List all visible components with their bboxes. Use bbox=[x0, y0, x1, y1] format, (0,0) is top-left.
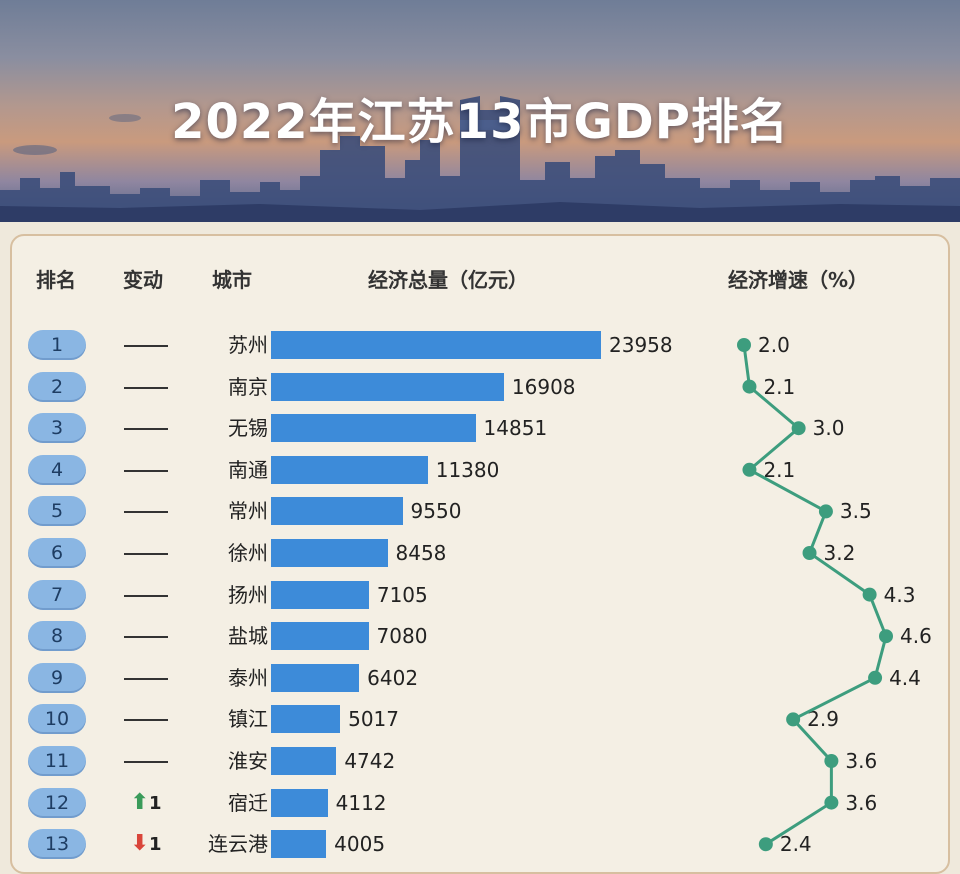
city-label: 宿迁 bbox=[228, 790, 268, 815]
city-label: 徐州 bbox=[228, 541, 268, 565]
growth-value-label: 4.6 bbox=[900, 624, 932, 649]
gdp-bar bbox=[271, 663, 360, 692]
gdp-bar bbox=[271, 830, 327, 859]
no-change-dash bbox=[124, 553, 168, 555]
rank-badge: 2 bbox=[28, 371, 86, 402]
no-change-dash bbox=[124, 469, 168, 472]
rank-badge: 6 bbox=[28, 538, 86, 568]
rank-change: ⬆1 bbox=[118, 788, 174, 818]
gdp-value-label: 4112 bbox=[335, 790, 387, 815]
rank-change: ⬇1 bbox=[118, 829, 174, 859]
gdp-bar bbox=[271, 414, 476, 443]
gdp-bar bbox=[271, 788, 328, 817]
gdp-value-label: 14851 bbox=[483, 416, 548, 441]
gdp-bar bbox=[271, 747, 337, 775]
growth-value-label: 3.6 bbox=[845, 790, 878, 815]
growth-value-label: 3.6 bbox=[845, 749, 878, 773]
skyline-illustration bbox=[0, 96, 960, 222]
rank-badge: 13 bbox=[28, 829, 86, 860]
header-rank: 排名 bbox=[36, 268, 76, 292]
header-gdp: 经济总量（亿元） bbox=[368, 268, 528, 292]
gdp-bar bbox=[271, 497, 403, 526]
growth-value-label: 3.2 bbox=[823, 541, 856, 565]
rank-change-value: 1 bbox=[148, 834, 162, 856]
rank-badge: 10 bbox=[28, 704, 86, 735]
growth-value-label: 2.1 bbox=[763, 374, 796, 399]
gdp-bar bbox=[271, 372, 504, 401]
gdp-value-label: 7080 bbox=[376, 624, 428, 649]
growth-value-label: 2.0 bbox=[758, 333, 790, 357]
no-change-dash bbox=[124, 636, 168, 639]
gdp-value-label: 8458 bbox=[395, 541, 447, 565]
down-arrow-icon: ⬇ bbox=[130, 831, 149, 857]
gdp-bar bbox=[271, 331, 601, 359]
gdp-value-label: 16908 bbox=[511, 374, 576, 399]
city-label: 无锡 bbox=[228, 416, 268, 441]
header-city: 城市 bbox=[212, 268, 252, 292]
gdp-bar bbox=[271, 705, 341, 734]
rank-badge: 3 bbox=[28, 413, 86, 444]
header-change: 变动 bbox=[123, 268, 163, 292]
gdp-value-label: 9550 bbox=[410, 499, 462, 524]
rank-badge: 9 bbox=[28, 662, 86, 693]
rank-badge: 1 bbox=[28, 330, 86, 360]
gdp-bar bbox=[271, 455, 428, 484]
no-change-dash bbox=[124, 719, 168, 722]
city-label: 镇江 bbox=[228, 707, 268, 732]
rank-badge: 5 bbox=[28, 496, 86, 527]
no-change-dash bbox=[124, 345, 168, 347]
city-label: 连云港 bbox=[208, 832, 268, 857]
no-change-dash bbox=[124, 761, 168, 763]
gdp-bar bbox=[271, 539, 388, 567]
no-change-dash bbox=[124, 511, 168, 514]
growth-value-label: 4.3 bbox=[883, 582, 916, 607]
gdp-value-label: 5017 bbox=[348, 707, 399, 732]
city-label: 南通 bbox=[228, 457, 268, 482]
no-change-dash bbox=[124, 386, 168, 389]
city-skyline-banner bbox=[0, 0, 960, 222]
city-label: 常州 bbox=[228, 499, 268, 524]
city-label: 南京 bbox=[228, 374, 268, 399]
gdp-value-label: 4742 bbox=[344, 749, 396, 773]
growth-value-label: 2.4 bbox=[779, 832, 812, 857]
no-change-dash bbox=[124, 428, 168, 431]
rank-change-value: 1 bbox=[148, 792, 162, 814]
no-change-dash bbox=[124, 677, 168, 680]
header-growth: 经济增速（%） bbox=[728, 268, 869, 292]
growth-value-label: 2.1 bbox=[763, 457, 796, 482]
city-label: 扬州 bbox=[228, 582, 268, 607]
city-label: 淮安 bbox=[228, 749, 268, 773]
gdp-bar bbox=[271, 622, 369, 651]
growth-value-label: 3.5 bbox=[839, 499, 872, 524]
gdp-value-label: 7105 bbox=[376, 582, 428, 607]
rank-badge: 11 bbox=[28, 746, 86, 776]
no-change-dash bbox=[124, 594, 168, 597]
gdp-value-label: 11380 bbox=[435, 457, 500, 482]
city-label: 盐城 bbox=[228, 624, 268, 649]
growth-value-label: 3.0 bbox=[812, 416, 845, 441]
gdp-value-label: 4005 bbox=[334, 832, 386, 857]
growth-value-label: 4.4 bbox=[889, 665, 921, 690]
gdp-bar bbox=[271, 580, 369, 609]
city-label: 苏州 bbox=[228, 333, 268, 357]
gdp-value-label: 23958 bbox=[609, 333, 673, 357]
chart-title: 2022年江苏13市GDP排名 bbox=[171, 94, 789, 150]
growth-value-label: 2.9 bbox=[807, 707, 839, 732]
rank-badge: 7 bbox=[28, 579, 86, 610]
city-label: 泰州 bbox=[228, 665, 268, 690]
up-arrow-icon: ⬆ bbox=[130, 789, 149, 815]
rank-badge: 12 bbox=[28, 787, 86, 818]
rank-badge: 8 bbox=[28, 621, 86, 652]
gdp-value-label: 6402 bbox=[367, 665, 419, 690]
rank-badge: 4 bbox=[28, 454, 86, 485]
